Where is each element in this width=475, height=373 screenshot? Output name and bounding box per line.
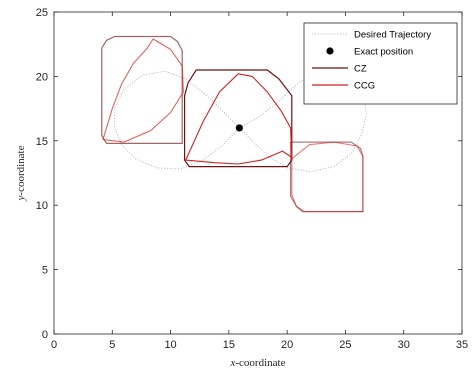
ccg-zone-1 <box>185 73 293 165</box>
x-axis-label: x-coordinate <box>230 357 286 369</box>
x-axis-label-var: x <box>230 357 236 369</box>
plot-area <box>101 35 367 213</box>
legend-entry: CZ <box>312 64 367 75</box>
axes: 0 5 10 15 20 25 30 350510152025x-coordinatey-co… <box>15 7 468 369</box>
legend-entry: CCG <box>312 81 375 92</box>
legend: Desired Trajectory Exact position CZ CCG <box>303 22 458 105</box>
exact-position-marker <box>235 124 243 132</box>
x-tick-label: 15 <box>223 339 235 351</box>
cz-zone-2 <box>101 35 183 144</box>
ccg-zone-3 <box>291 141 364 213</box>
y-axis-label: y-coordinate <box>15 145 27 201</box>
y-tick-label: 0 <box>42 329 48 341</box>
legend-entry: Exact position <box>326 47 413 58</box>
x-tick-label: 5 <box>109 339 115 351</box>
legend-label: Exact position <box>354 47 413 58</box>
x-tick-label: 30 <box>398 339 410 351</box>
x-tick-label: 0 <box>51 339 57 351</box>
x-tick-label: 25 <box>339 339 351 351</box>
y-tick-label: 20 <box>36 71 48 83</box>
legend-label: Desired Trajectory <box>354 30 431 41</box>
x-tick-label: 10 <box>164 339 176 351</box>
cz-zone-1 <box>184 69 293 168</box>
y-tick-label: 10 <box>36 200 48 212</box>
legend-box <box>303 22 458 105</box>
legend-marker-icon <box>326 47 334 55</box>
x-tick-label: 20 <box>281 339 293 351</box>
x-tick-label: 35 <box>456 339 468 351</box>
desired-trajectory-line <box>114 70 367 173</box>
axes-box <box>53 11 463 335</box>
y-tick-label: 15 <box>36 136 48 148</box>
y-axis-label-var: y <box>15 195 27 201</box>
legend-label: CCG <box>354 81 375 92</box>
legend-label: CZ <box>354 64 367 75</box>
y-axis-label-rest: -coordinate <box>15 145 27 195</box>
x-axis-label-rest: -coordinate <box>235 357 285 369</box>
y-tick-label: 25 <box>36 7 48 19</box>
ccg-zone-2 <box>102 38 184 143</box>
legend-entry: Desired Trajectory <box>312 30 431 41</box>
y-tick-label: 5 <box>42 265 48 277</box>
